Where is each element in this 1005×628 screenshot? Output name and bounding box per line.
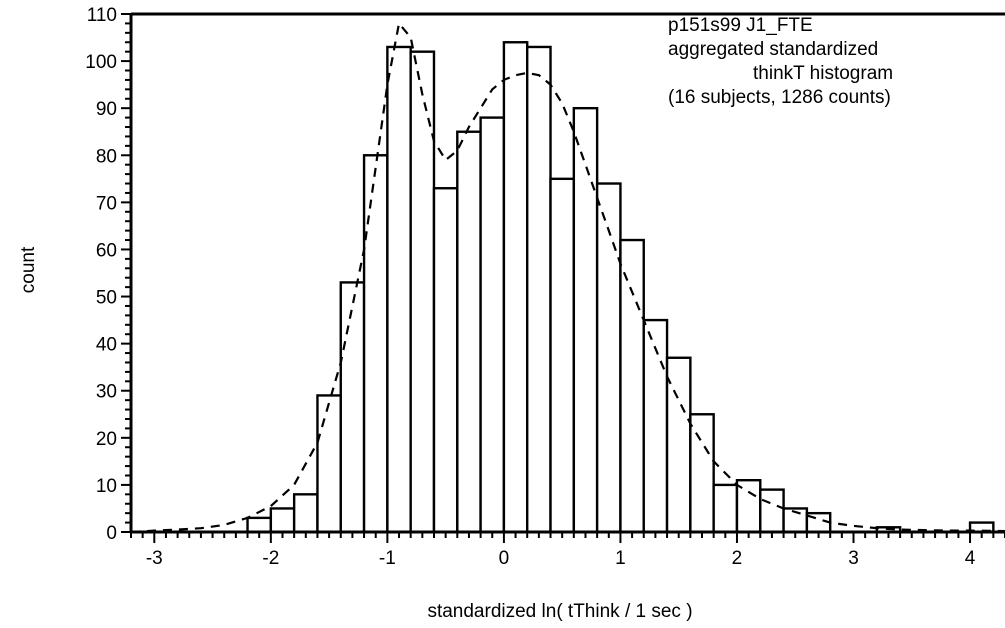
histogram-bar <box>387 47 410 532</box>
histogram-bar <box>364 155 387 532</box>
annotation-line-4: (16 subjects, 1286 counts) <box>668 87 891 108</box>
histogram-bar <box>457 132 480 532</box>
x-tick-label: -2 <box>262 548 279 569</box>
y-tick-label: 50 <box>96 288 117 309</box>
x-tick-label: 0 <box>499 548 510 569</box>
y-tick-label: 80 <box>96 146 117 167</box>
histogram-bar <box>271 508 294 532</box>
histogram-bar <box>504 42 527 532</box>
histogram-bar <box>317 395 340 532</box>
annotation-line-2: aggregated standardized <box>668 39 878 60</box>
histogram-bar <box>481 118 504 532</box>
x-tick-label: -1 <box>379 548 396 569</box>
y-tick-label: 110 <box>87 5 117 26</box>
annotation-line-3: thinkT histogram <box>753 63 893 84</box>
x-tick-label: 4 <box>965 548 976 569</box>
x-tick-label: 2 <box>732 548 743 569</box>
y-tick-label: 0 <box>106 523 117 544</box>
x-tick-label: -3 <box>146 548 163 569</box>
histogram-bar <box>644 320 667 532</box>
histogram-bar <box>667 358 690 532</box>
x-tick-label: 1 <box>615 548 626 569</box>
x-tick-label: 3 <box>848 548 859 569</box>
y-axis-ticks: 0 10 20 30 40 50 60 70 80 90 100 110 <box>85 5 131 544</box>
y-tick-label: 100 <box>85 52 117 73</box>
y-axis-title: count <box>18 246 39 293</box>
histogram-bar <box>551 179 574 532</box>
histogram-bar <box>620 240 643 532</box>
histogram-bar <box>690 414 713 532</box>
histogram-bar <box>248 518 271 532</box>
histogram-bar <box>294 494 317 532</box>
y-tick-label: 70 <box>96 193 117 214</box>
histogram-bar <box>760 490 783 532</box>
histogram-bar <box>341 282 364 532</box>
histogram-bar <box>574 108 597 532</box>
histogram-bars <box>248 42 994 532</box>
y-tick-label: 90 <box>96 99 117 120</box>
histogram-bar <box>597 184 620 532</box>
x-axis-title: standardized ln( tThink / 1 sec ) <box>427 601 692 622</box>
histogram-bar <box>714 485 737 532</box>
annotation-line-1: p151s99 J1_FTE <box>668 15 813 36</box>
y-tick-label: 60 <box>96 240 117 261</box>
y-tick-label: 40 <box>96 335 117 356</box>
annotation: p151s99 J1_FTE aggregated standardized t… <box>668 15 893 108</box>
y-tick-label: 20 <box>96 429 117 450</box>
y-tick-label: 30 <box>96 382 117 403</box>
y-tick-label: 10 <box>96 476 117 497</box>
x-axis-ticks: -3 -2 -1 0 1 2 3 4 <box>131 532 1005 569</box>
histogram-bar <box>527 47 550 532</box>
histogram-bar <box>434 188 457 532</box>
